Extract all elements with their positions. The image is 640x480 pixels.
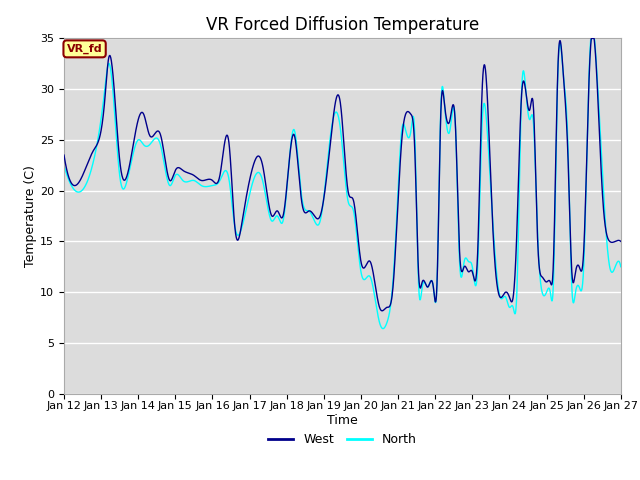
X-axis label: Time: Time [327, 414, 358, 427]
Y-axis label: Temperature (C): Temperature (C) [24, 165, 37, 267]
Text: VR_fd: VR_fd [67, 44, 102, 54]
Legend: West, North: West, North [263, 428, 422, 451]
Title: VR Forced Diffusion Temperature: VR Forced Diffusion Temperature [206, 16, 479, 34]
